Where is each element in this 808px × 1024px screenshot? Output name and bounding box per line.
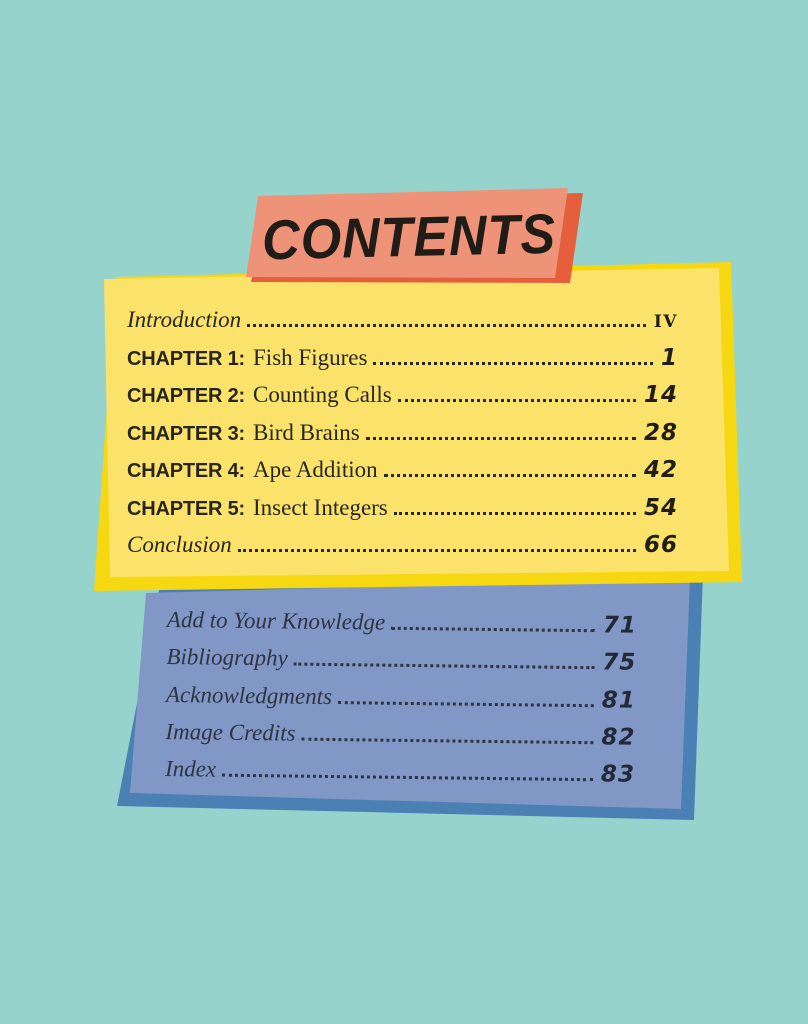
toc-entry-introduction: Introduction IV — [127, 308, 678, 346]
dot-leader — [391, 626, 595, 633]
entry-title: Index — [164, 756, 217, 782]
entry-page-number: 1 — [660, 344, 678, 371]
entry-title: Acknowledgments — [165, 681, 333, 709]
main-toc-list: Introduction IV CHAPTER 1: Fish Figures … — [127, 308, 678, 571]
toc-entry-index: Index 83 — [164, 756, 636, 800]
dot-leader — [293, 662, 595, 670]
dot-leader — [365, 436, 636, 440]
toc-entry-chapter-1: CHAPTER 1: Fish Figures 1 — [127, 346, 678, 384]
entry-page-number: 71 — [602, 612, 637, 639]
entry-title: Add to Your Knowledge — [166, 607, 386, 635]
entry-page-number: IV — [653, 312, 678, 332]
entry-page-number: 14 — [643, 382, 678, 408]
entry-page-number: 28 — [643, 419, 678, 446]
toc-entry-chapter-2: CHAPTER 2: Counting Calls 14 — [127, 383, 678, 421]
toc-entry-chapter-5: CHAPTER 5: Insect Integers 54 — [127, 496, 678, 534]
contents-title-text: CONTENTS — [261, 201, 557, 271]
back-matter-panel — [130, 578, 690, 809]
entry-title: Introduction — [127, 307, 242, 332]
entry-title: Ape Addition — [253, 457, 378, 482]
entry-title: Insect Integers — [253, 494, 388, 520]
toc-entry-chapter-4: CHAPTER 4: Ape Addition 42 — [127, 458, 678, 496]
entry-page-number: 66 — [643, 532, 678, 558]
toc-entry-conclusion: Conclusion 66 — [127, 533, 678, 571]
entry-title: Counting Calls — [253, 382, 392, 407]
dot-leader — [237, 549, 636, 552]
entry-title: Bibliography — [166, 644, 288, 671]
chapter-label: CHAPTER 1: — [127, 347, 246, 370]
dot-leader — [397, 399, 636, 402]
entry-page-number: 42 — [643, 457, 678, 483]
dot-leader — [337, 700, 594, 707]
entry-page-number: 83 — [600, 761, 636, 788]
dot-leader — [373, 361, 653, 365]
entry-title: Conclusion — [127, 532, 232, 557]
toc-entry-image-credits: Image Credits 82 — [165, 718, 636, 763]
entry-page-number: 54 — [643, 494, 678, 521]
chapter-label: CHAPTER 2: — [127, 385, 246, 407]
contents-banner — [246, 188, 568, 278]
dot-leader — [383, 474, 636, 477]
dot-leader — [247, 324, 646, 327]
contents-banner-title: CONTENTS — [249, 193, 569, 278]
chapter-label: CHAPTER 5: — [127, 497, 246, 520]
entry-title: Bird Brains — [253, 419, 360, 445]
entry-title: Image Credits — [165, 718, 296, 746]
dot-leader — [301, 737, 594, 745]
dot-leader — [393, 511, 636, 515]
toc-entry-chapter-3: CHAPTER 3: Bird Brains 28 — [127, 421, 678, 459]
chapter-label: CHAPTER 3: — [127, 422, 246, 445]
main-toc-panel — [104, 268, 729, 577]
back-matter-list: Add to Your Knowledge 71 Bibliography 75… — [164, 607, 637, 800]
dot-leader — [222, 773, 593, 782]
entry-page-number: 82 — [601, 724, 636, 751]
entry-title: Fish Figures — [253, 344, 368, 370]
entry-page-number: 81 — [601, 686, 637, 714]
entry-page-number: 75 — [602, 649, 637, 677]
chapter-label: CHAPTER 4: — [127, 460, 246, 482]
